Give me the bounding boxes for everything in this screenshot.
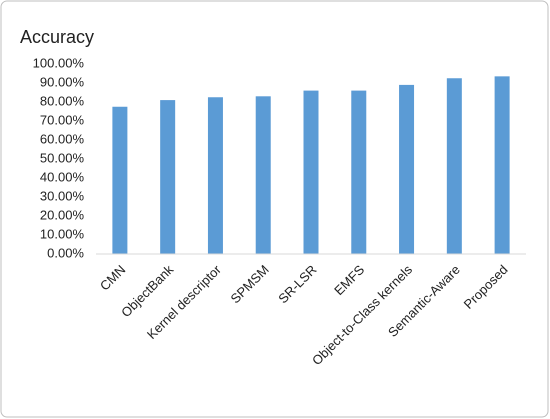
y-tick-label: 90.00% — [40, 74, 85, 89]
bar — [399, 84, 415, 255]
bar — [112, 106, 128, 254]
bar — [494, 76, 510, 254]
bar — [255, 96, 271, 254]
y-tick-label: 10.00% — [40, 226, 85, 241]
bar — [160, 100, 176, 254]
chart-title: Accuracy — [20, 27, 94, 47]
y-tick-label: 50.00% — [40, 150, 85, 165]
y-tick-label: 80.00% — [40, 93, 85, 108]
bar — [207, 97, 223, 254]
y-tick-label: 70.00% — [40, 112, 85, 127]
y-tick-label: 20.00% — [40, 207, 85, 222]
bar — [303, 90, 319, 254]
y-tick-label: 0.00% — [47, 245, 84, 260]
y-tick-label: 60.00% — [40, 131, 85, 146]
bar — [446, 78, 462, 254]
y-tick-label: 100.00% — [33, 55, 85, 70]
bar — [351, 90, 367, 254]
y-tick-label: 40.00% — [40, 169, 85, 184]
y-tick-label: 30.00% — [40, 188, 85, 203]
